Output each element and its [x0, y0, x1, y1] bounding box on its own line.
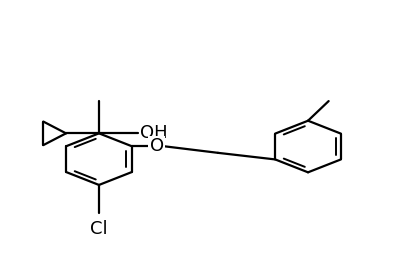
Text: Cl: Cl — [90, 220, 108, 238]
Text: OH: OH — [140, 124, 168, 142]
Text: O: O — [150, 137, 164, 155]
